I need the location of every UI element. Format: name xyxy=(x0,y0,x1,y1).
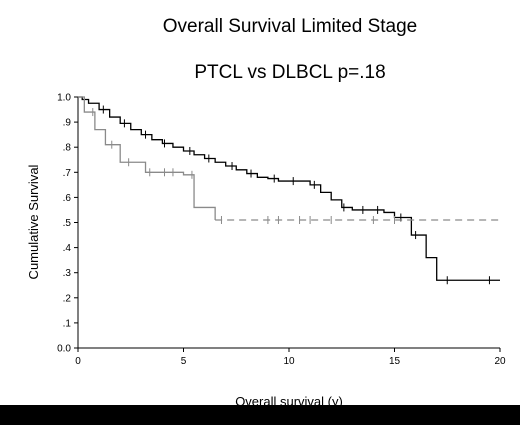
x-tick-label: 10 xyxy=(283,356,295,367)
y-tick-label: .8 xyxy=(63,143,72,154)
y-tick-label: .4 xyxy=(63,243,72,254)
series-1 xyxy=(78,96,500,285)
bottom-bar xyxy=(0,405,520,425)
y-tick-label: .9 xyxy=(63,118,72,129)
chart-title: Overall Survival Limited Stage xyxy=(162,16,418,37)
x-tick-label: 20 xyxy=(494,356,506,367)
x-tick-label: 15 xyxy=(389,356,401,367)
survival-curve xyxy=(78,96,500,281)
y-tick-label: .6 xyxy=(63,193,72,204)
y-tick-label: 0.0 xyxy=(57,344,71,355)
survival-curve xyxy=(78,96,216,220)
y-tick-label: .5 xyxy=(63,218,72,229)
y-axis-label: Cumulative Survival xyxy=(26,164,41,279)
series-2 xyxy=(78,96,500,224)
x-tick-label: 0 xyxy=(75,356,81,367)
y-tick-label: .2 xyxy=(63,293,72,304)
chart-subtitle: PTCL vs DLBCL p=.18 xyxy=(194,62,386,83)
y-tick-label: .7 xyxy=(63,168,72,179)
y-tick-label: 1.0 xyxy=(57,93,71,104)
y-tick-label: .1 xyxy=(63,318,72,329)
y-tick-label: .3 xyxy=(63,268,72,279)
x-tick-label: 5 xyxy=(181,356,187,367)
